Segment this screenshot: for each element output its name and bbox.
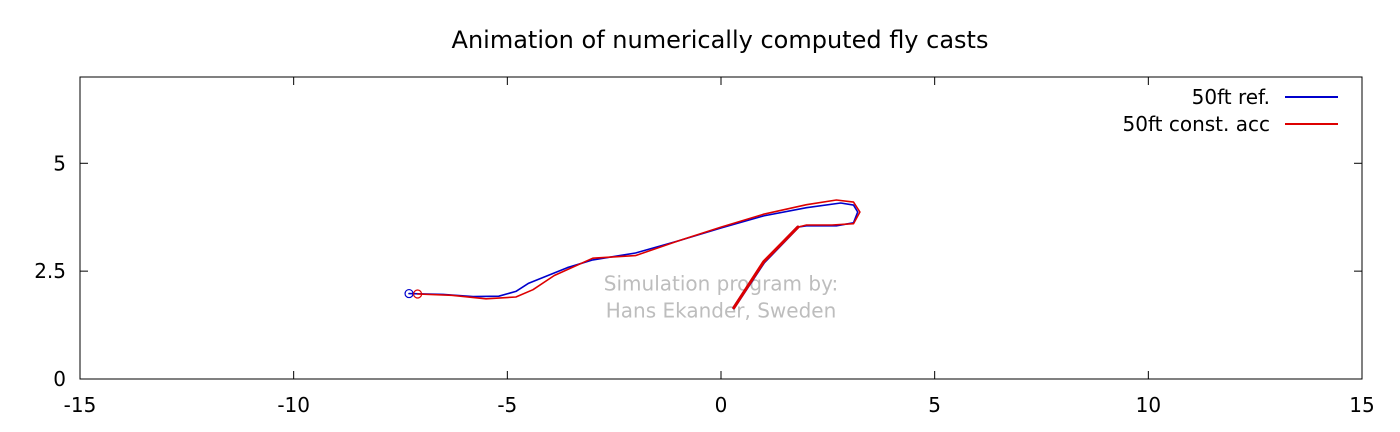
x-tick-label: -5 bbox=[497, 393, 517, 417]
rod-segment-1 bbox=[732, 225, 800, 310]
legend-label-1: 50ft const. acc bbox=[1123, 112, 1270, 136]
watermark-line: Simulation program by: bbox=[604, 272, 838, 296]
x-tick-label: 5 bbox=[928, 393, 941, 417]
watermark-line: Hans Ekander, Sweden bbox=[606, 299, 837, 323]
series-line-1 bbox=[416, 199, 861, 309]
fly-marker-1 bbox=[412, 289, 423, 299]
x-tick-label: -10 bbox=[277, 393, 310, 417]
axis-ticks: -15 -10 -5 0 5 10 15 0 2.5 5 bbox=[34, 77, 1375, 417]
x-tick-label: -15 bbox=[64, 393, 97, 417]
y-tick-label: 0 bbox=[53, 367, 66, 391]
legend: 50ft ref. 50ft const. acc bbox=[1123, 85, 1338, 136]
y-tick-label: 2.5 bbox=[34, 259, 66, 283]
watermark: Simulation program by: Hans Ekander, Swed… bbox=[604, 272, 838, 323]
chart-title: Animation of numerically computed fly ca… bbox=[452, 26, 989, 54]
x-tick-label: 10 bbox=[1136, 393, 1161, 417]
legend-label-0: 50ft ref. bbox=[1192, 85, 1270, 109]
x-tick-label: 0 bbox=[715, 393, 728, 417]
series-layer bbox=[404, 199, 861, 310]
y-tick-label: 5 bbox=[53, 151, 66, 175]
x-tick-label: 15 bbox=[1349, 393, 1374, 417]
